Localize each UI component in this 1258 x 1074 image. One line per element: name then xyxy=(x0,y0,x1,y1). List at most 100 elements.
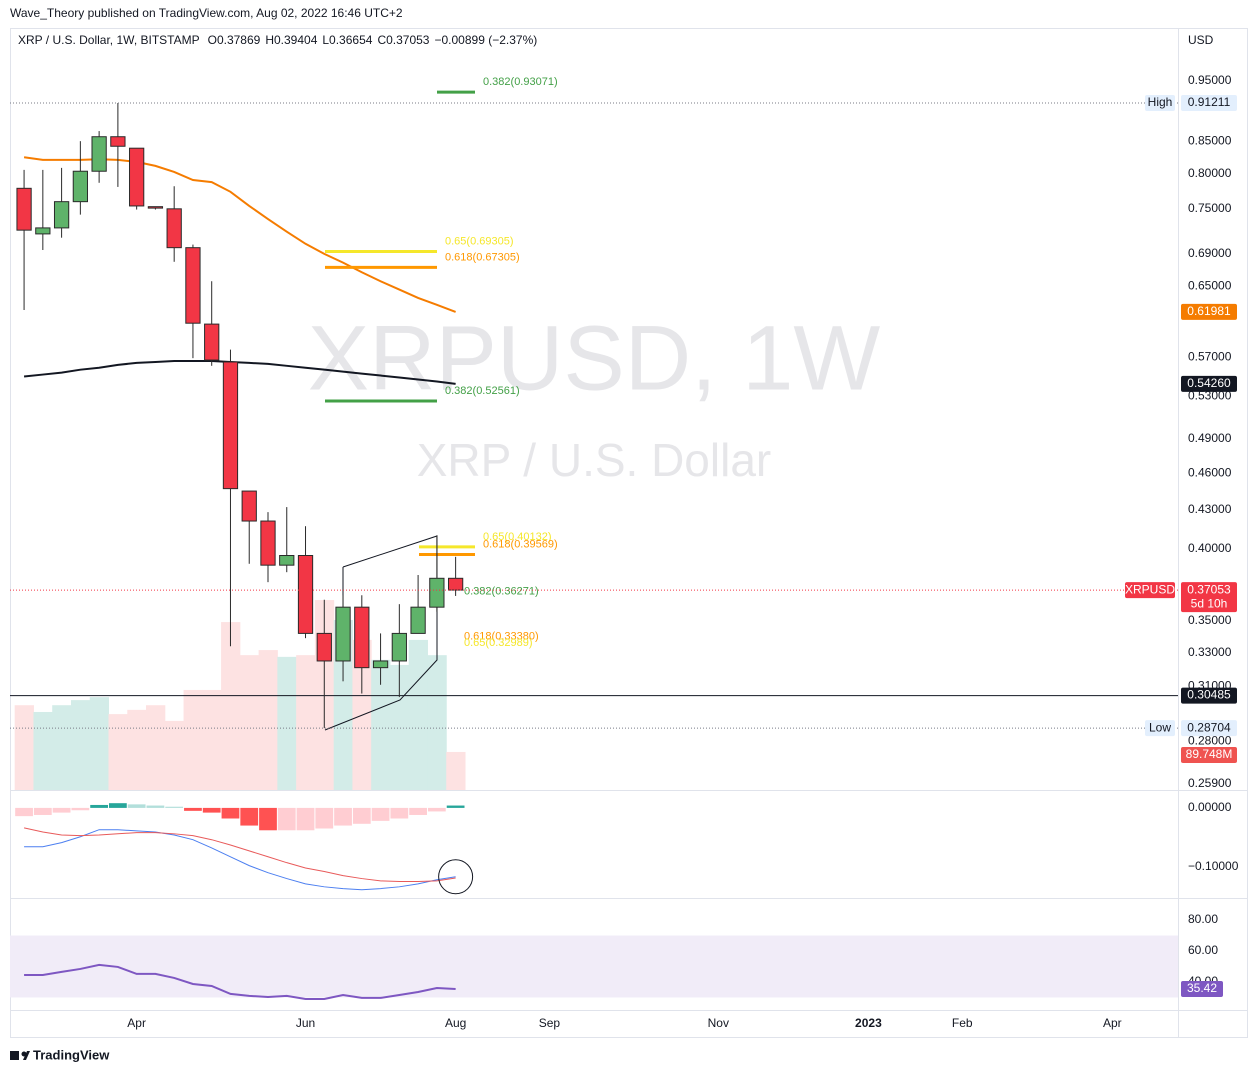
ma-value: 0.54260 xyxy=(1187,376,1231,390)
candle-body xyxy=(316,632,332,662)
symbol-label-box xyxy=(1125,582,1175,599)
candle-body xyxy=(185,247,201,324)
volume-bar xyxy=(371,659,391,790)
moving-average xyxy=(23,156,456,313)
volume-bar xyxy=(146,705,166,790)
x-tick-label: Sep xyxy=(539,1016,561,1030)
symbol-title: XRP / U.S. Dollar, 1W, BITSTAMP xyxy=(18,33,200,47)
macd-histogram xyxy=(259,807,277,831)
y-tick-label: 0.40000 xyxy=(1188,541,1232,555)
ma-value: 0.61981 xyxy=(1187,304,1231,318)
high-label-box xyxy=(1145,95,1175,112)
candle-body xyxy=(147,206,164,209)
y-tick-label: 0.28000 xyxy=(1188,734,1232,748)
macd-histogram xyxy=(221,807,240,819)
header: Wave_Theory published on TradingView.com… xyxy=(10,6,403,20)
macd-histogram xyxy=(71,807,90,811)
candle-body xyxy=(410,606,426,634)
last-price-box xyxy=(1181,582,1237,613)
macd-histogram xyxy=(446,805,465,808)
y-tick-label: 0.80000 xyxy=(1188,166,1232,180)
volume-bar xyxy=(89,697,110,790)
fib-label: 0.65(0.40132) xyxy=(483,531,552,543)
macd-histogram xyxy=(427,807,446,812)
y-tick-label: 0.57000 xyxy=(1188,349,1232,363)
last-price: 0.37053 xyxy=(1187,582,1231,596)
annotation-circle xyxy=(438,859,474,895)
fib-label: 0.382(0.36271) xyxy=(464,586,539,598)
rsi-tick-label: 80.00 xyxy=(1188,912,1218,926)
volume-bar xyxy=(258,650,278,790)
low-label-box xyxy=(1145,720,1175,737)
macd-histogram xyxy=(371,807,390,821)
volume-bar xyxy=(408,639,428,790)
fib-label: 0.618(0.39569) xyxy=(483,538,558,550)
macd-tick-label: 0.00000 xyxy=(1188,800,1232,814)
y-tick-label: 0.75000 xyxy=(1188,201,1232,215)
candle-body xyxy=(335,606,351,662)
volume-bar xyxy=(427,655,447,790)
y-tick-label: 0.46000 xyxy=(1188,465,1232,479)
macd-histogram xyxy=(165,806,184,808)
macd-histogram xyxy=(277,807,296,831)
y-tick-label: 0.33000 xyxy=(1188,645,1232,659)
candle-body xyxy=(447,577,464,591)
high-label: High xyxy=(1148,95,1173,109)
macd-tick-label: −0.10000 xyxy=(1188,859,1239,873)
macd-signal-line xyxy=(23,827,456,883)
x-tick-label: Nov xyxy=(708,1016,729,1030)
x-tick-label: 2023 xyxy=(855,1016,882,1030)
y-tick-label: 0.85000 xyxy=(1188,133,1232,147)
candle-body xyxy=(129,147,145,207)
drawing xyxy=(324,535,438,731)
ohlc-open: O0.37869 xyxy=(208,33,261,47)
macd-histogram xyxy=(127,804,146,808)
legend-line: XRP / U.S. Dollar, 1W, BITSTAMP O0.37869 H… xyxy=(18,33,537,47)
high-value: 0.91211 xyxy=(1188,95,1231,109)
volume-bar xyxy=(14,705,34,790)
low-value-box xyxy=(1181,720,1237,737)
fib-label: 0.618(0.67305) xyxy=(445,251,520,263)
volume-bar xyxy=(446,751,466,790)
y-tick-label: 0.43000 xyxy=(1188,502,1232,516)
macd-histogram xyxy=(334,807,352,826)
macd-histogram xyxy=(390,807,409,819)
volume-bar xyxy=(277,656,297,790)
volume-bar xyxy=(52,705,72,790)
support-value: 0.30485 xyxy=(1187,688,1231,702)
ma-value-box xyxy=(1181,375,1237,392)
macd-histogram xyxy=(409,807,427,815)
candle-body xyxy=(241,490,257,522)
fib-label: 0.382(0.52561) xyxy=(445,385,520,397)
y-tick-label: 0.95000 xyxy=(1188,73,1232,87)
y-unit: USD xyxy=(1188,33,1214,47)
volume-bar xyxy=(296,655,316,790)
candle-body xyxy=(91,136,107,172)
rsi-value-box xyxy=(1181,981,1223,998)
candle-body xyxy=(204,323,220,361)
volume-value: 89.748M xyxy=(1186,747,1233,761)
macd-histogram xyxy=(202,807,221,813)
rsi-band xyxy=(10,935,1178,998)
candle-body xyxy=(429,577,445,608)
candle-body xyxy=(372,660,389,669)
volume-bar xyxy=(389,664,410,790)
volume-bar xyxy=(108,714,128,790)
fib-label: 0.65(0.32989) xyxy=(464,637,533,649)
x-tick-label: Feb xyxy=(952,1016,973,1030)
volume-bar xyxy=(164,720,185,790)
candle-body xyxy=(260,520,276,566)
frame xyxy=(10,28,1248,1038)
volume-bar xyxy=(333,619,353,790)
high-value-box xyxy=(1181,95,1237,112)
macd-histogram xyxy=(109,803,127,808)
fib-label: 0.65(0.69305) xyxy=(445,235,514,247)
rsi-value: 35.42 xyxy=(1187,981,1217,995)
x-tick-label: Jun xyxy=(296,1016,315,1030)
rsi-tick-label: 60.00 xyxy=(1188,943,1218,957)
candle-body xyxy=(297,555,314,634)
volume-value-box xyxy=(1181,746,1237,763)
ma-value-box xyxy=(1181,303,1237,320)
low-label: Low xyxy=(1149,720,1171,734)
macd-macd-line xyxy=(24,829,456,891)
